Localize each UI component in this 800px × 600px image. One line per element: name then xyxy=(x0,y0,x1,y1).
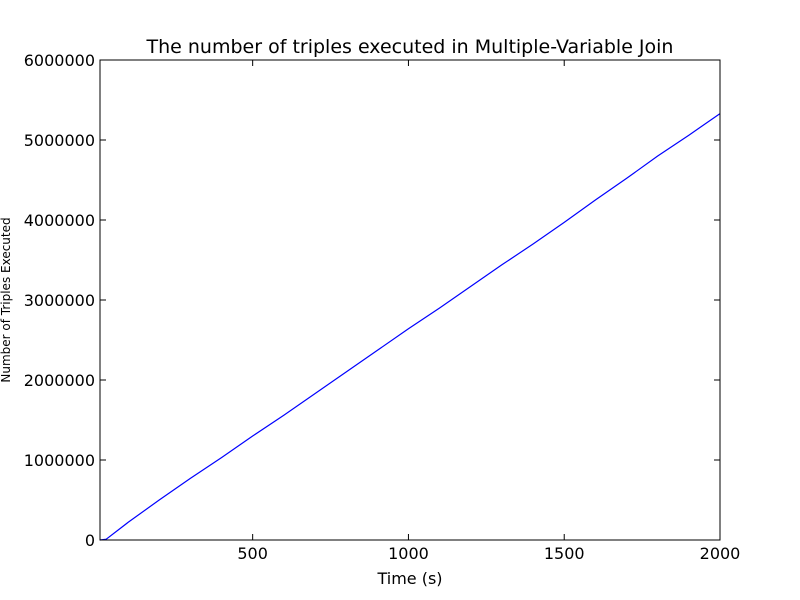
y-tick-label: 5000000 xyxy=(24,131,95,150)
x-tick-label: 500 xyxy=(237,544,268,563)
y-tick-label: 2000000 xyxy=(24,371,95,390)
y-tick-label: 0 xyxy=(85,531,95,550)
axis-ticks: 500 1000 1500 2000 0 1000000 2000000 3000000 400… xyxy=(24,51,741,563)
series-line-0 xyxy=(99,113,721,541)
axes-frame xyxy=(99,59,721,541)
x-tick-label: 1000 xyxy=(388,544,429,563)
y-tick-label: 4000000 xyxy=(24,211,95,230)
x-axis-label: Time (s) xyxy=(376,569,442,588)
y-tick-label: 1000000 xyxy=(24,451,95,470)
x-tick-label: 2000 xyxy=(700,544,741,563)
plot-area xyxy=(99,113,721,541)
y-tick-label: 6000000 xyxy=(24,51,95,70)
chart-title: The number of triples executed in Multip… xyxy=(146,36,674,58)
x-tick-label: 1500 xyxy=(544,544,585,563)
y-axis-label: Number of Triples Executed xyxy=(0,217,13,382)
y-tick-label: 3000000 xyxy=(24,291,95,310)
